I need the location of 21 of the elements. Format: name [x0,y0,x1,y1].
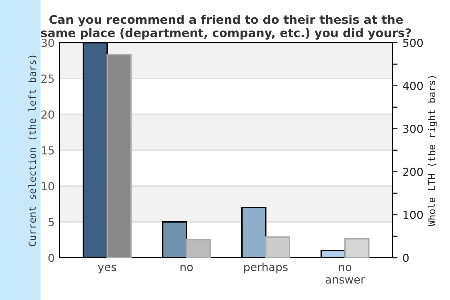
y2-axis-title: Whole LTH (the right bars) [428,76,438,227]
x-tick-label: yes [98,265,116,274]
y2-tick-label: 0 [403,254,409,262]
y-tick-label: 25 [42,74,54,84]
y-tick-label: 20 [42,110,54,119]
y2-tick-label: 200 [403,168,424,176]
y-tick-label: 15 [42,146,54,155]
y2-tick-label: 500 [403,38,424,48]
y-tick-label: 10 [42,182,54,191]
x-tick-label: no answer [326,265,366,284]
y-tick-label: 0 [48,254,54,262]
y-tick-label: 5 [48,218,54,227]
y2-tick-label: 400 [403,82,424,90]
y2-tick-label: 300 [403,124,424,134]
y2-tick-label: 100 [404,210,424,220]
chart-title: Can you recommend a friend to do their thesis at the same place (department, company, etc.) you did yours? [41,15,412,40]
x-tick-label: perhaps [244,262,288,274]
y-axis-title: Current selection (the left bars) [28,56,38,246]
y-tick-label: 30 [42,38,54,48]
bar [344,238,370,258]
x-tick-label: no [180,265,194,272]
